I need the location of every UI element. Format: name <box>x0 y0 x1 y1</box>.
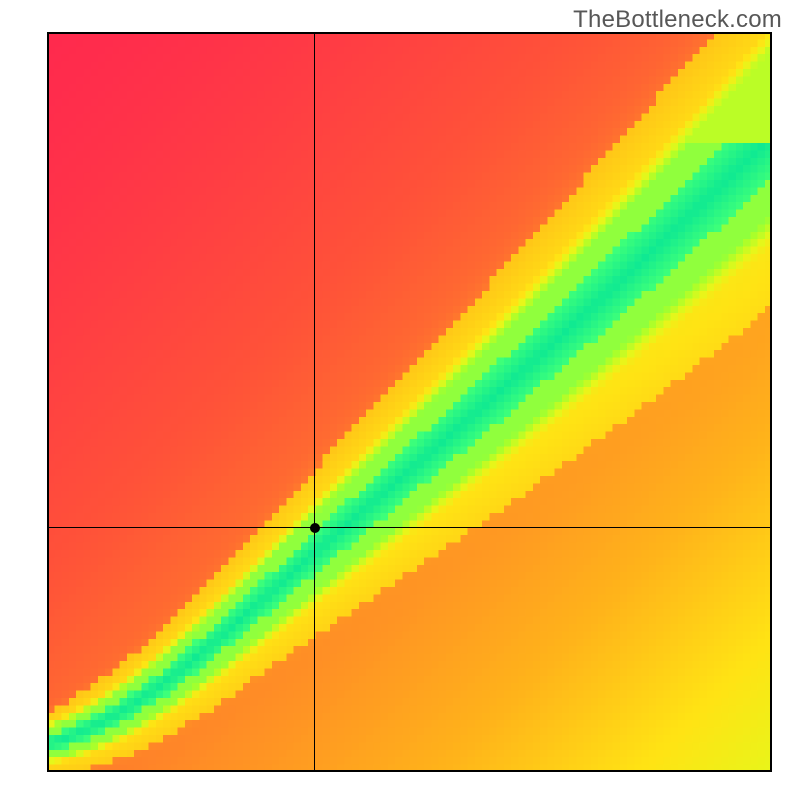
frame-border-bottom <box>47 770 772 772</box>
crosshair-marker <box>310 523 320 533</box>
heatmap-canvas <box>47 32 772 772</box>
frame-border-top <box>47 32 772 34</box>
frame-border-right <box>770 32 772 772</box>
plot-frame <box>47 32 772 772</box>
crosshair-horizontal <box>47 527 772 528</box>
frame-border-left <box>47 32 49 772</box>
chart-container: { "meta": { "watermark_text": "TheBottle… <box>0 0 800 800</box>
watermark-text: TheBottleneck.com <box>573 6 782 34</box>
crosshair-vertical <box>314 32 315 772</box>
